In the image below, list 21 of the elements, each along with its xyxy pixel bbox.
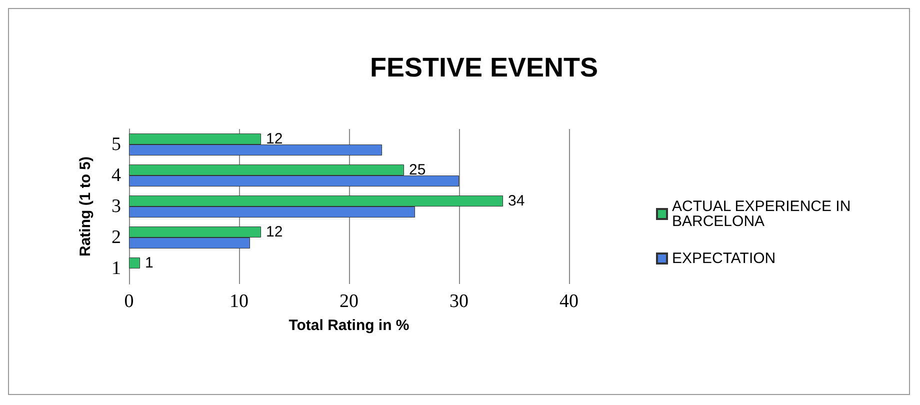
x-axis-title: Total Rating in %: [288, 317, 410, 334]
data-label: 1: [145, 254, 154, 272]
y-tick-label: 2: [112, 227, 121, 248]
x-tick-label: 30: [450, 291, 468, 312]
chart-title: FESTIVE EVENTS: [370, 52, 598, 82]
y-axis-title: Rating (1 to 5): [77, 156, 94, 256]
x-tick-label: 40: [560, 291, 578, 312]
y-tick-label: 5: [112, 134, 121, 155]
y-tick-label: 4: [112, 165, 122, 186]
legend-label: ACTUAL EXPERIENCE IN BARCELONA: [672, 198, 855, 230]
y-tick-label: 3: [112, 196, 121, 217]
x-tick-label: 20: [340, 291, 358, 312]
bar: [129, 258, 140, 268]
x-tick-label: 0: [124, 291, 134, 312]
x-tick-label: 10: [230, 291, 248, 312]
legend-label: EXPECTATION: [672, 250, 776, 267]
data-label: 25: [409, 162, 426, 178]
data-label: 12: [266, 130, 283, 148]
data-label: 12: [266, 224, 283, 240]
data-label: 34: [508, 192, 525, 210]
y-tick-label: 1: [112, 258, 121, 279]
